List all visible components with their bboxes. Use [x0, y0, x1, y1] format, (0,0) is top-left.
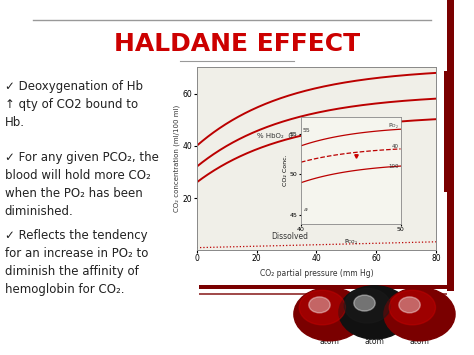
Circle shape [399, 297, 420, 313]
Text: Oxygen
atom: Oxygen atom [315, 327, 344, 346]
Text: 100: 100 [388, 164, 399, 169]
Bar [447, 0, 454, 291]
Circle shape [339, 286, 410, 339]
Circle shape [309, 297, 330, 313]
Text: Dissolved: Dissolved [272, 231, 309, 241]
Text: P$_{O_2}$: P$_{O_2}$ [388, 121, 399, 131]
Text: Carbon
atom: Carbon atom [361, 327, 388, 346]
Text: 40: 40 [392, 144, 399, 149]
Circle shape [389, 290, 436, 325]
Bar [444, 71, 447, 192]
Bar [199, 285, 447, 289]
Circle shape [299, 290, 346, 325]
X-axis label: P$_{CO_2}$: P$_{CO_2}$ [344, 238, 358, 247]
Circle shape [354, 295, 375, 311]
Circle shape [344, 288, 391, 323]
Text: Oxygen
atom: Oxygen atom [405, 327, 434, 346]
Text: ✓ Reflects the tendency
for an increase in PO₂ to
diminish the affinity of
hemog: ✓ Reflects the tendency for an increase … [5, 229, 148, 296]
Bar [199, 293, 447, 295]
Text: a: a [304, 207, 308, 212]
Text: 55: 55 [303, 128, 311, 133]
Y-axis label: CO₂ concentration (ml/100 ml): CO₂ concentration (ml/100 ml) [173, 105, 180, 213]
Text: ✓ For any given PCO₂, the
blood will hold more CO₂
when the PO₂ has been
diminis: ✓ For any given PCO₂, the blood will hol… [5, 151, 159, 218]
Text: % HbO₂  0    75  97.5: % HbO₂ 0 75 97.5 [256, 133, 330, 139]
Y-axis label: CO₂ Conc.: CO₂ Conc. [283, 154, 288, 186]
Text: HALDANE EFFECT: HALDANE EFFECT [114, 32, 360, 56]
Text: ✓ Deoxygenation of Hb
↑ qty of CO2 bound to
Hb.: ✓ Deoxygenation of Hb ↑ qty of CO2 bound… [5, 80, 143, 129]
X-axis label: CO₂ partial pressure (mm Hg): CO₂ partial pressure (mm Hg) [260, 269, 373, 278]
Circle shape [384, 288, 455, 341]
Circle shape [294, 288, 365, 341]
